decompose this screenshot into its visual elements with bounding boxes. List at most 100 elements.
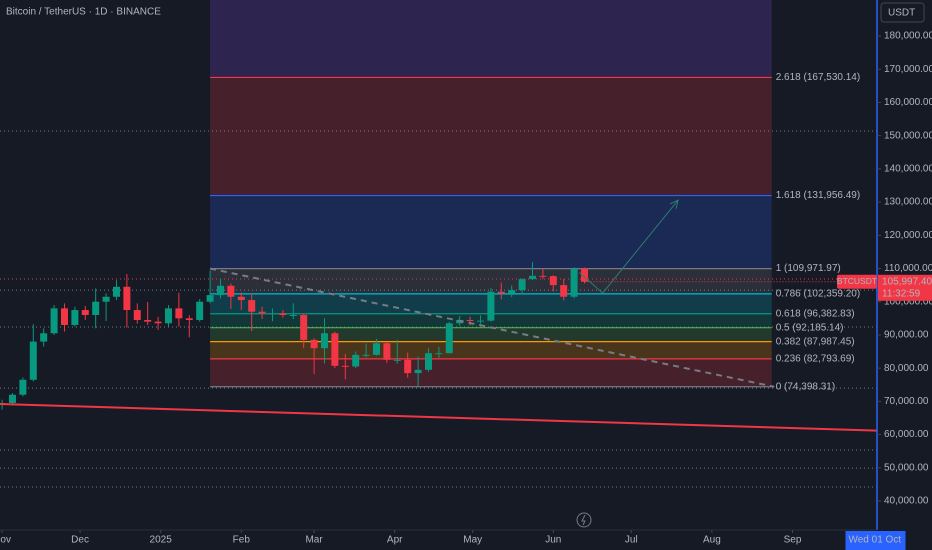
x-tick-label: Apr <box>387 535 403 546</box>
y-tick-label: 120,000.00 <box>884 230 932 241</box>
fib-label: 0.786 (102,359.20) <box>776 289 861 300</box>
arrow-head <box>669 199 679 209</box>
candle-body <box>570 268 578 297</box>
y-tick-label: 160,000.00 <box>884 97 932 108</box>
fib-label: 2.618 (167,530.14) <box>776 72 861 83</box>
candle-body <box>196 301 204 320</box>
candle-body <box>352 354 360 367</box>
candle-body <box>466 319 474 321</box>
currency-label[interactable]: USDT <box>888 8 915 19</box>
lightning-bolt <box>581 514 586 526</box>
fib-label: 0.618 (96,382.83) <box>776 308 855 319</box>
candle-body <box>19 379 27 395</box>
candle-body <box>539 275 547 277</box>
candle-body <box>144 319 152 322</box>
x-tick-label: Feb <box>233 535 251 546</box>
fib-zone <box>210 341 772 359</box>
y-tick-label: 70,000.00 <box>884 396 929 407</box>
x-tick-label: Nov <box>0 535 11 546</box>
fib-zone <box>210 358 772 387</box>
fib-label: 0.236 (82,793.69) <box>776 354 855 365</box>
y-tick-label: 150,000.00 <box>884 130 932 141</box>
crosshair-date-box <box>845 531 906 550</box>
y-tick-label: 110,000.00 <box>884 263 932 274</box>
x-tick-label: Jul <box>625 535 638 546</box>
fib-label: 0.382 (87,987.45) <box>776 336 855 347</box>
last-price-label: 105,997.40 <box>882 276 932 287</box>
y-tick-label: 80,000.00 <box>884 363 929 374</box>
chart-title: Bitcoin / TetherUS · 1D · BINANCE <box>6 7 161 18</box>
candle-body <box>289 315 297 317</box>
candle-body <box>372 343 380 355</box>
candle-body <box>331 333 339 366</box>
trend-line <box>578 199 679 294</box>
y-tick-label: 140,000.00 <box>884 164 932 175</box>
candle-body <box>487 291 495 321</box>
y-tick-label: 40,000.00 <box>884 496 929 507</box>
symbol-box <box>837 274 877 289</box>
candle-body <box>237 296 245 301</box>
candle-body <box>154 321 162 324</box>
candle-body <box>518 279 526 291</box>
currency-button[interactable] <box>880 2 925 23</box>
candle-body <box>112 286 120 297</box>
candle-body <box>393 359 401 361</box>
candle-body <box>227 285 235 297</box>
candle-body <box>102 296 110 302</box>
candle-body <box>580 268 588 282</box>
fib-label: 1 (109,971.97) <box>776 263 841 274</box>
candle-body <box>216 285 224 296</box>
candle-body <box>310 339 318 349</box>
candle-body <box>320 333 328 349</box>
candle-body <box>341 365 349 367</box>
y-tick-label: 60,000.00 <box>884 429 929 440</box>
symbol-label: BTCUSDT <box>837 276 877 286</box>
candle-body <box>92 301 100 316</box>
candle-body <box>404 359 412 374</box>
candle-body <box>133 310 141 320</box>
lightning-icon[interactable] <box>576 512 592 528</box>
y-tick-label: 50,000.00 <box>884 462 929 473</box>
candle-body <box>279 313 287 316</box>
candle-body <box>414 369 422 374</box>
y-tick-label: 100,000.00 <box>884 296 932 307</box>
fib-zone <box>210 77 772 196</box>
candle-body <box>164 308 172 324</box>
trend-line <box>209 267 775 388</box>
candle-body <box>424 353 432 370</box>
last-price-box <box>878 274 932 301</box>
x-tick-label: Dec <box>71 535 89 546</box>
candle-body <box>71 310 79 325</box>
y-tick-label: 170,000.00 <box>884 64 932 75</box>
trend-line <box>0 403 878 432</box>
candle-body <box>29 341 37 380</box>
fib-zone <box>210 327 772 342</box>
candle-body <box>8 394 16 404</box>
x-tick-label: Jun <box>545 535 561 546</box>
candle-body <box>300 315 308 340</box>
fib-label: 0.5 (92,185.14) <box>776 322 844 333</box>
candle-body <box>123 286 131 311</box>
fib-top-zone <box>210 0 772 78</box>
candle-body <box>476 320 484 322</box>
x-tick-label: Aug <box>703 535 721 546</box>
y-tick-label: 130,000.00 <box>884 197 932 208</box>
candle-body <box>175 308 183 319</box>
candle-body <box>435 353 443 355</box>
candle-body <box>560 285 568 297</box>
y-tick-label: 180,000.00 <box>884 31 932 42</box>
x-tick-label: 2025 <box>150 535 173 546</box>
candle-body <box>549 276 557 286</box>
candle-body <box>268 313 276 315</box>
candle-body <box>362 354 370 356</box>
candle-body <box>508 290 516 294</box>
candle-body <box>528 275 536 280</box>
candle-body <box>185 318 193 320</box>
fib-zone <box>210 195 772 269</box>
x-tick-label: May <box>463 535 482 546</box>
plot-area: 2.618 (167,530.14) 1.618 (131,956.49) 1 (1… <box>0 0 878 488</box>
candle-body <box>81 310 89 316</box>
